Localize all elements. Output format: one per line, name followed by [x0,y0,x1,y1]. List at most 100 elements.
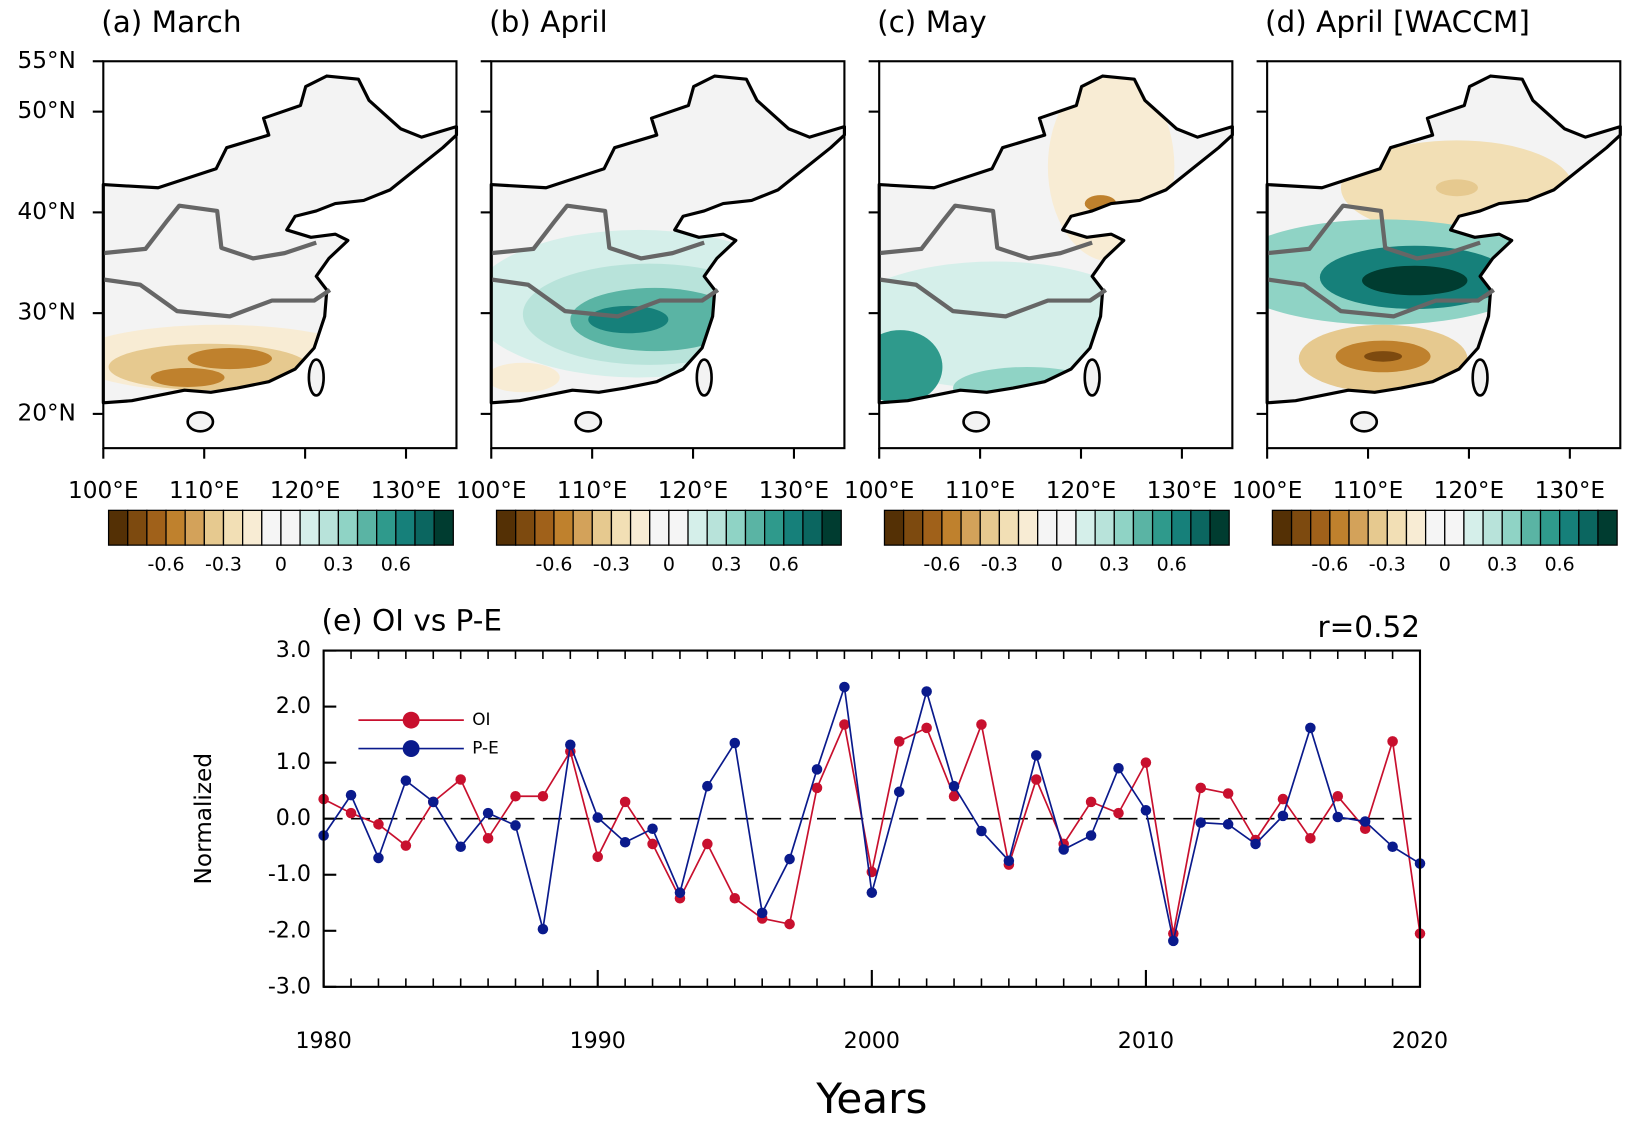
colorbar-box [1539,509,1561,546]
data-point [921,722,932,734]
colorbar-box [165,509,186,546]
data-point [565,739,576,750]
colorbar-box [1290,509,1312,546]
data-point [893,786,905,798]
data-point [647,838,658,850]
colorbar-label: 0 [1439,554,1451,576]
colorbar-box [1037,509,1058,546]
data-point [976,719,987,730]
data-point [1359,823,1371,835]
colorbar-box [127,509,148,546]
data-point [647,823,658,835]
x-tick-label: 100°E [68,477,139,504]
colorbar-box [1559,509,1580,546]
colorbar-box [998,509,1020,546]
colorbar-box [1348,509,1369,546]
data-point [1250,838,1261,850]
legend-label: P-E [472,738,499,758]
colorbar-label: 0 [663,554,675,576]
colorbar-box [941,509,962,546]
data-point [756,907,768,919]
colorbar-box [495,509,517,546]
x-tick-label: 110°E [1333,477,1404,504]
x-tick-label: 110°E [945,477,1016,504]
colorbar-box [261,509,282,546]
x-tick-label: 120°E [1046,477,1117,504]
colorbar-box [764,509,785,546]
data-point [619,796,631,808]
colorbar-box [1501,509,1523,546]
x-tick-label: 100°E [1232,477,1303,504]
x-tick-label: 2000 [844,1028,900,1054]
colorbar-label: 0.3 [1099,554,1129,576]
data-point [1085,796,1097,808]
x-tick-label: 2010 [1118,1028,1174,1054]
colorbar-box [337,509,359,546]
y-tick-label: -2.0 [268,917,311,943]
colorbar-box [222,509,244,546]
colorbar-box [1405,509,1427,546]
data-point [1031,774,1042,785]
x-tick-label: 130°E [371,477,442,504]
x-axis-label: Years [815,1074,927,1123]
colorbar-box [1271,509,1293,546]
colorbar-label: 0.6 [1545,554,1575,576]
colorbar-box [1424,509,1446,546]
data-point [1113,762,1124,774]
data-point [373,819,384,830]
data-point [1387,736,1398,747]
x-tick-label: 120°E [1434,477,1505,504]
data-point [482,833,494,844]
chart-title: (e) OI vs P-E [322,604,502,638]
data-point [1222,788,1234,799]
x-tick-label: 2020 [1392,1028,1448,1054]
colorbar-box [725,509,747,546]
colorbar-box [610,509,632,546]
colorbar-label: 0 [1051,554,1063,576]
colorbar-box [591,509,613,546]
x-tick-label: 100°E [844,477,915,504]
colorbar-label: -0.3 [205,554,242,576]
colorbar-box [922,509,943,546]
data-point [948,791,960,802]
colorbar-box [1329,509,1350,546]
colorbar-box [356,509,378,546]
map-panel [470,60,844,450]
data-point [1332,791,1344,802]
data-point [1003,855,1015,867]
data-point [729,893,741,904]
data-point [702,838,713,850]
y-tick-label: 1.0 [276,749,311,775]
colorbar-label: 0.3 [323,554,353,576]
data-point [455,774,466,785]
colorbar-box [572,509,593,546]
y-tick-label: 3.0 [276,637,311,663]
data-point [729,737,741,749]
colorbar-box [414,509,435,546]
colorbar-box [515,509,536,546]
data-point [1058,844,1069,855]
y-tick-label: 0.0 [276,805,311,831]
data-point [400,840,412,851]
colorbar-box [184,509,205,546]
y-tick-label: 2.0 [276,693,311,719]
colorbar-label: -0.3 [593,554,630,576]
data-point [510,791,521,802]
data-point [1085,830,1097,841]
data-point [1277,793,1289,805]
legend-label: OI [472,709,490,729]
colorbar-box [433,509,454,546]
colorbar-box [1482,509,1503,546]
colorbar-box [1075,509,1096,546]
x-tick-label: 120°E [658,477,729,504]
colorbar-box [376,509,397,546]
colorbar-label: 0.6 [1157,554,1187,576]
colorbar-box [1113,509,1135,546]
panel-title: (d) April [WACCM] [1265,5,1530,39]
colorbar-box [534,509,555,546]
data-point [893,736,905,747]
colorbar-box [1171,509,1192,546]
colorbar-box [1190,509,1211,546]
colorbar-label: 0.6 [381,554,411,576]
panel-title: (b) April [489,5,608,39]
